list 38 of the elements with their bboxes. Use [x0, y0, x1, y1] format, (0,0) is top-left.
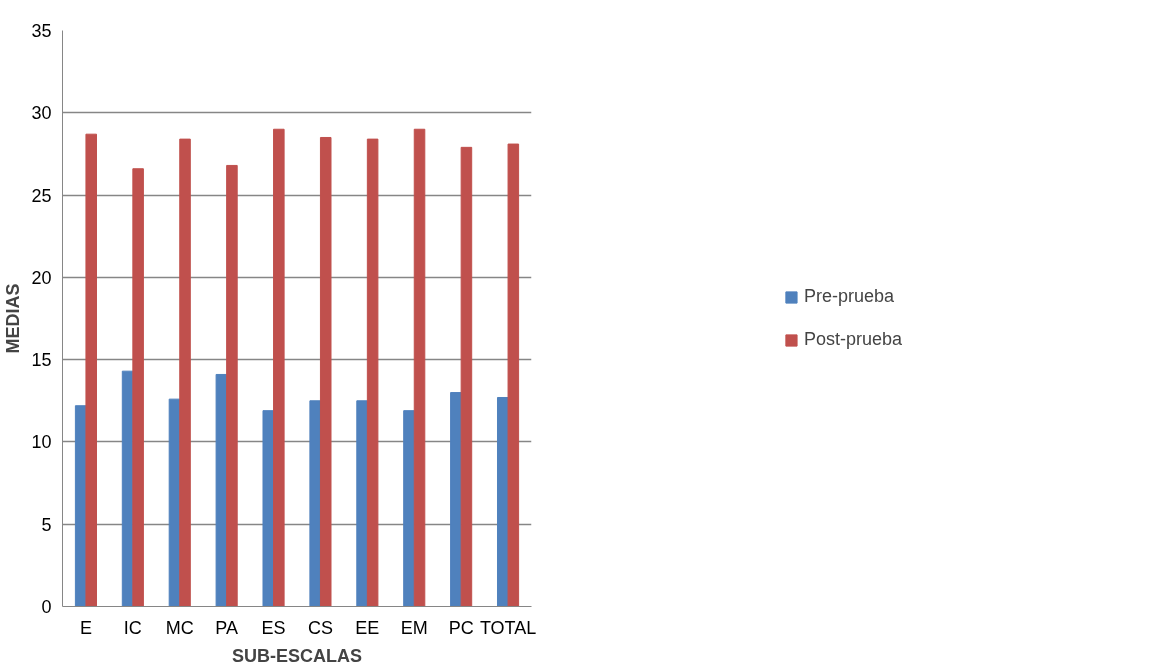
legend-label: Pre-prueba [803, 286, 895, 307]
x-tick-label: EE [355, 617, 380, 638]
bar [356, 400, 368, 607]
y-tick-label: 25 [31, 185, 52, 206]
x-tick-label: EM [400, 617, 428, 638]
x-tick-label: CS [307, 617, 333, 638]
y-tick-label: 5 [41, 514, 52, 535]
bar [413, 128, 426, 607]
y-tick-label: 30 [31, 103, 52, 124]
bar [273, 128, 285, 607]
x-tick-label: E [79, 617, 92, 638]
y-axis-title: MEDIAS [3, 283, 24, 354]
bar [179, 138, 191, 607]
bar [215, 373, 228, 607]
bar [85, 133, 97, 607]
bar [460, 146, 473, 607]
y-tick-label: 10 [31, 432, 52, 453]
x-tick-label: MC [165, 617, 194, 638]
y-tick-label: 20 [31, 267, 52, 288]
x-tick-label: PC [448, 617, 474, 638]
bar [366, 138, 379, 607]
bar [309, 400, 321, 607]
x-tick-label: PA [215, 617, 238, 638]
bar [262, 410, 275, 607]
bar [226, 164, 238, 607]
legend-label: Post-prueba [803, 329, 903, 350]
x-tick-label: IC [123, 617, 142, 638]
y-tick-label: 35 [31, 21, 52, 41]
bar [403, 410, 415, 607]
bar [507, 143, 520, 607]
y-tick-label: 15 [31, 350, 52, 371]
y-tick-label: 0 [41, 597, 52, 617]
bar [450, 392, 462, 607]
x-axis-title: SUB-ESCALAS [232, 645, 363, 666]
bar [132, 168, 144, 607]
bar [319, 136, 332, 607]
x-tick-label: ES [261, 617, 286, 638]
x-tick-label: TOTAL [479, 617, 537, 638]
